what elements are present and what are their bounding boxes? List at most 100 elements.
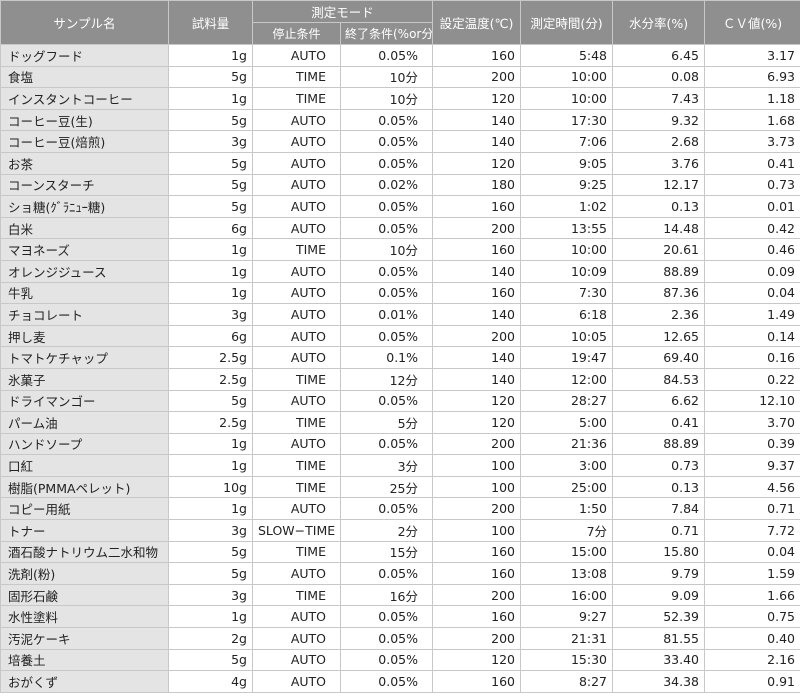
cell-measure-time: 21:36 [520,432,614,456]
cell-sample-name: オレンジジュース [0,259,169,283]
cell-stop-condition: AUTO [252,259,341,283]
cell-stop-condition: AUTO [252,44,341,67]
header-moisture: 水分率(%) [612,0,706,45]
cell-cv: 0.40 [704,627,800,650]
cell-moisture: 84.53 [612,367,706,391]
cell-moisture: 34.38 [612,670,706,693]
cell-moisture: 0.13 [612,195,706,218]
cell-moisture: 12.17 [612,173,706,197]
cell-moisture: 7.43 [612,87,706,110]
cell-stop-condition: TIME [252,411,341,434]
cell-sample-name: 口紅 [0,454,169,477]
cell-end-condition: 0.02% [339,173,434,197]
table-row: おがくず 4g AUTO 0.05% 160 8:27 34.38 0.91 [0,670,800,693]
table-row: 培養土 5g AUTO 0.05% 120 15:30 33.40 2.16 [0,648,800,672]
cell-set-temp: 200 [432,432,522,456]
table-row: ショ糖(ｸﾞﾗﾆｭｰ糖) 5g AUTO 0.05% 160 1:02 0.13 0.01 [0,195,800,218]
cell-moisture: 6.45 [612,44,706,67]
cell-stop-condition: AUTO [252,627,341,650]
table-row: 樹脂(PMMAペレット) 10g TIME 25分 100 25:00 0.13 4.56 [0,475,800,499]
cell-sample-name: トナー [0,519,169,542]
cell-measure-time: 15:30 [520,648,614,672]
cell-stop-condition: TIME [252,475,341,499]
cell-measure-time: 19:47 [520,346,614,369]
cell-set-temp: 200 [432,65,522,89]
cell-end-condition: 10分 [339,65,434,89]
cell-set-temp: 160 [432,670,522,693]
table-row: お茶 5g AUTO 0.05% 120 9:05 3.76 0.41 [0,151,800,175]
cell-set-temp: 160 [432,540,522,564]
cell-set-temp: 160 [432,281,522,305]
cell-sample-name: マヨネーズ [0,238,169,261]
cell-amount: 1g [168,238,253,261]
cell-cv: 3.73 [704,130,800,153]
cell-end-condition: 0.01% [339,303,434,326]
cell-amount: 5g [168,195,253,218]
cell-stop-condition: TIME [252,65,341,89]
cell-measure-time: 21:31 [520,627,614,650]
header-sample-name: サンプル名 [0,0,169,45]
cell-amount: 6g [168,216,253,240]
cell-sample-name: ドッグフード [0,44,169,67]
cell-sample-name: 押し麦 [0,324,169,348]
cell-cv: 7.72 [704,519,800,542]
cell-cv: 4.56 [704,475,800,499]
cell-cv: 3.70 [704,411,800,434]
cell-stop-condition: AUTO [252,497,341,521]
cell-sample-name: 水性塗料 [0,605,169,629]
cell-set-temp: 160 [432,44,522,67]
cell-stop-condition: AUTO [252,648,341,672]
cell-end-condition: 0.05% [339,281,434,305]
cell-sample-name: ハンドソープ [0,432,169,456]
cell-moisture: 69.40 [612,346,706,369]
cell-moisture: 87.36 [612,281,706,305]
table-row: ハンドソープ 1g AUTO 0.05% 200 21:36 88.89 0.39 [0,432,800,456]
cell-amount: 3g [168,519,253,542]
cell-amount: 4g [168,670,253,693]
cell-amount: 2.5g [168,411,253,434]
cell-sample-name: 洗剤(粉) [0,562,169,585]
cell-set-temp: 120 [432,389,522,413]
cell-end-condition: 0.05% [339,216,434,240]
table-row: 汚泥ケーキ 2g AUTO 0.05% 200 21:31 81.55 0.40 [0,627,800,650]
cell-sample-name: ショ糖(ｸﾞﾗﾆｭｰ糖) [0,195,169,218]
cell-set-temp: 120 [432,151,522,175]
cell-sample-name: お茶 [0,151,169,175]
cell-end-condition: 0.05% [339,259,434,283]
cell-end-condition: 0.05% [339,195,434,218]
cell-end-condition: 0.05% [339,108,434,132]
cell-cv: 0.01 [704,195,800,218]
cell-end-condition: 10分 [339,87,434,110]
cell-cv: 1.18 [704,87,800,110]
cell-stop-condition: TIME [252,454,341,477]
cell-measure-time: 28:27 [520,389,614,413]
cell-measure-time: 7分 [520,519,614,542]
cell-measure-time: 10:05 [520,324,614,348]
cell-set-temp: 100 [432,519,522,542]
cell-cv: 0.14 [704,324,800,348]
cell-amount: 2.5g [168,346,253,369]
cell-end-condition: 10分 [339,238,434,261]
cell-set-temp: 180 [432,173,522,197]
cell-set-temp: 120 [432,87,522,110]
cell-measure-time: 7:06 [520,130,614,153]
cell-amount: 5g [168,562,253,585]
table-row: トナー 3g SLOW−TIME 2分 100 7分 0.71 7.72 [0,519,800,542]
cell-moisture: 3.76 [612,151,706,175]
cell-cv: 9.37 [704,454,800,477]
cell-moisture: 0.73 [612,454,706,477]
table-row: インスタントコーヒー 1g TIME 10分 120 10:00 7.43 1.18 [0,87,800,110]
cell-end-condition: 3分 [339,454,434,477]
cell-sample-name: 培養土 [0,648,169,672]
cell-cv: 0.22 [704,367,800,391]
cell-cv: 12.10 [704,389,800,413]
cell-cv: 0.91 [704,670,800,693]
cell-measure-time: 1:02 [520,195,614,218]
table-row: 口紅 1g TIME 3分 100 3:00 0.73 9.37 [0,454,800,477]
cell-end-condition: 0.05% [339,151,434,175]
cell-end-condition: 0.05% [339,648,434,672]
cell-amount: 5g [168,173,253,197]
cell-sample-name: コーンスターチ [0,173,169,197]
cell-sample-name: 酒石酸ナトリウム二水和物 [0,540,169,564]
table-row: コーンスターチ 5g AUTO 0.02% 180 9:25 12.17 0.73 [0,173,800,197]
